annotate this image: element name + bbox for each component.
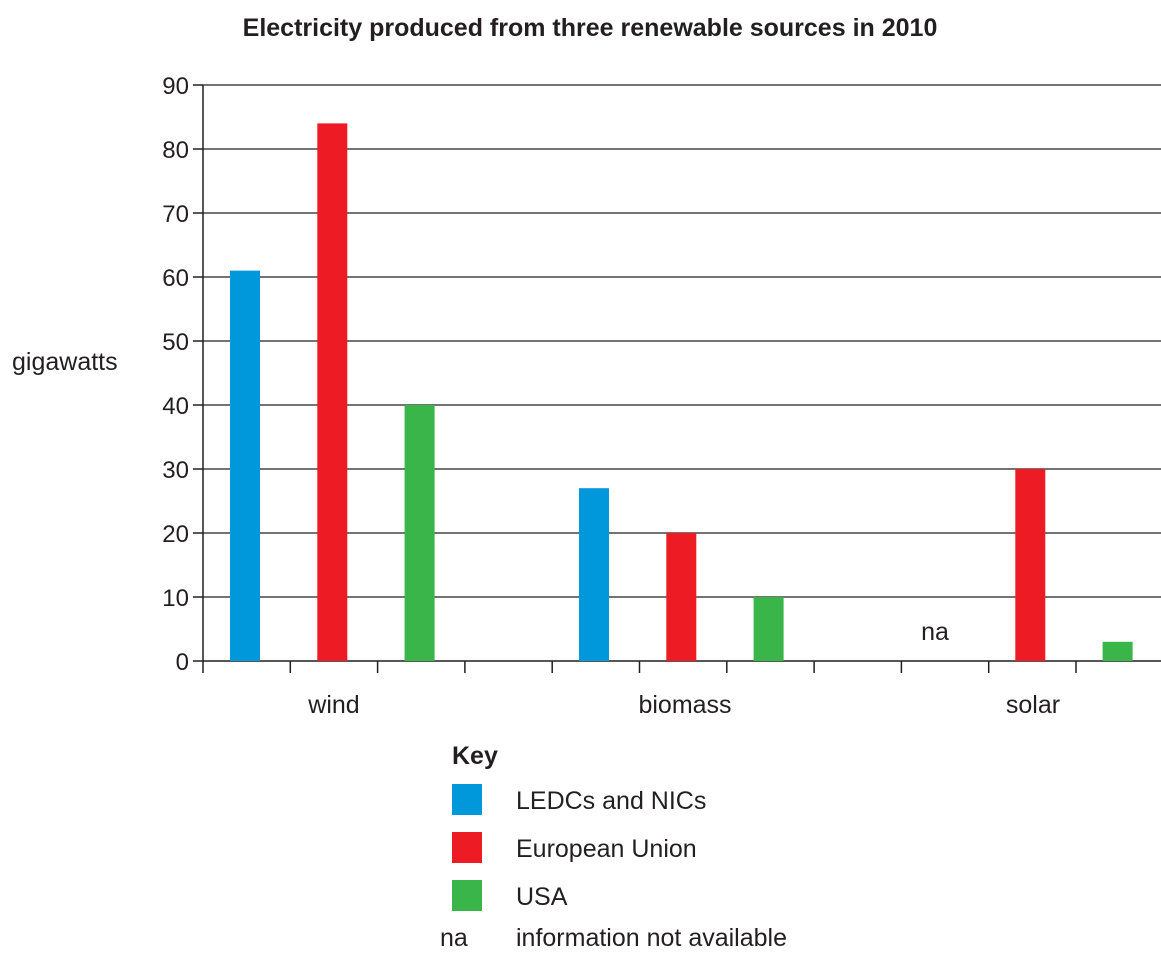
chart-title: Electricity produced from three renewabl… bbox=[243, 14, 938, 42]
na-marker: na bbox=[921, 618, 949, 646]
legend-label: LEDCs and NICs bbox=[516, 787, 706, 815]
bar-wind-usa bbox=[404, 405, 435, 661]
bar-solar-usa bbox=[1102, 641, 1133, 661]
legend-swatch bbox=[452, 880, 482, 911]
legend: Key LEDCs and NICs European Union USA na i… bbox=[440, 742, 787, 952]
y-tick-label: 50 bbox=[162, 329, 189, 356]
category-label: wind bbox=[307, 691, 359, 719]
y-tick-labels: 0 10 20 30 40 50 60 70 80 90 bbox=[162, 73, 189, 676]
gridlines bbox=[193, 84, 1161, 662]
y-tick-label: 20 bbox=[162, 521, 189, 548]
legend-title: Key bbox=[452, 742, 498, 770]
y-tick-label: 70 bbox=[162, 201, 189, 228]
y-tick-label: 30 bbox=[162, 457, 189, 484]
bar-biomass-usa bbox=[753, 597, 784, 661]
y-tick-label: 80 bbox=[162, 137, 189, 164]
category-label: biomass bbox=[638, 691, 731, 719]
bars bbox=[230, 123, 1133, 661]
legend-swatch bbox=[452, 832, 482, 863]
bar-solar-european-union bbox=[1015, 469, 1046, 661]
bar-wind-european-union bbox=[317, 123, 348, 661]
y-tick-label: 90 bbox=[162, 73, 189, 100]
y-tick-label: 10 bbox=[162, 585, 189, 612]
category-label: solar bbox=[1006, 691, 1060, 719]
legend-label: USA bbox=[516, 883, 568, 911]
legend-na-text: information not available bbox=[516, 924, 787, 952]
bar-biomass-european-union bbox=[666, 533, 697, 661]
legend-swatch bbox=[452, 784, 482, 815]
legend-label: European Union bbox=[516, 835, 697, 863]
y-axis-label: gigawatts bbox=[12, 348, 118, 376]
bar-biomass-ledcs-and-nics bbox=[579, 488, 609, 661]
y-tick-label: 40 bbox=[162, 393, 189, 420]
y-tick-label: 0 bbox=[176, 649, 189, 676]
legend-na-symbol: na bbox=[440, 924, 468, 952]
category-labels: wind biomass solar bbox=[307, 691, 1060, 719]
bar-wind-ledcs-and-nics bbox=[230, 270, 260, 661]
y-tick-label: 60 bbox=[162, 265, 189, 292]
